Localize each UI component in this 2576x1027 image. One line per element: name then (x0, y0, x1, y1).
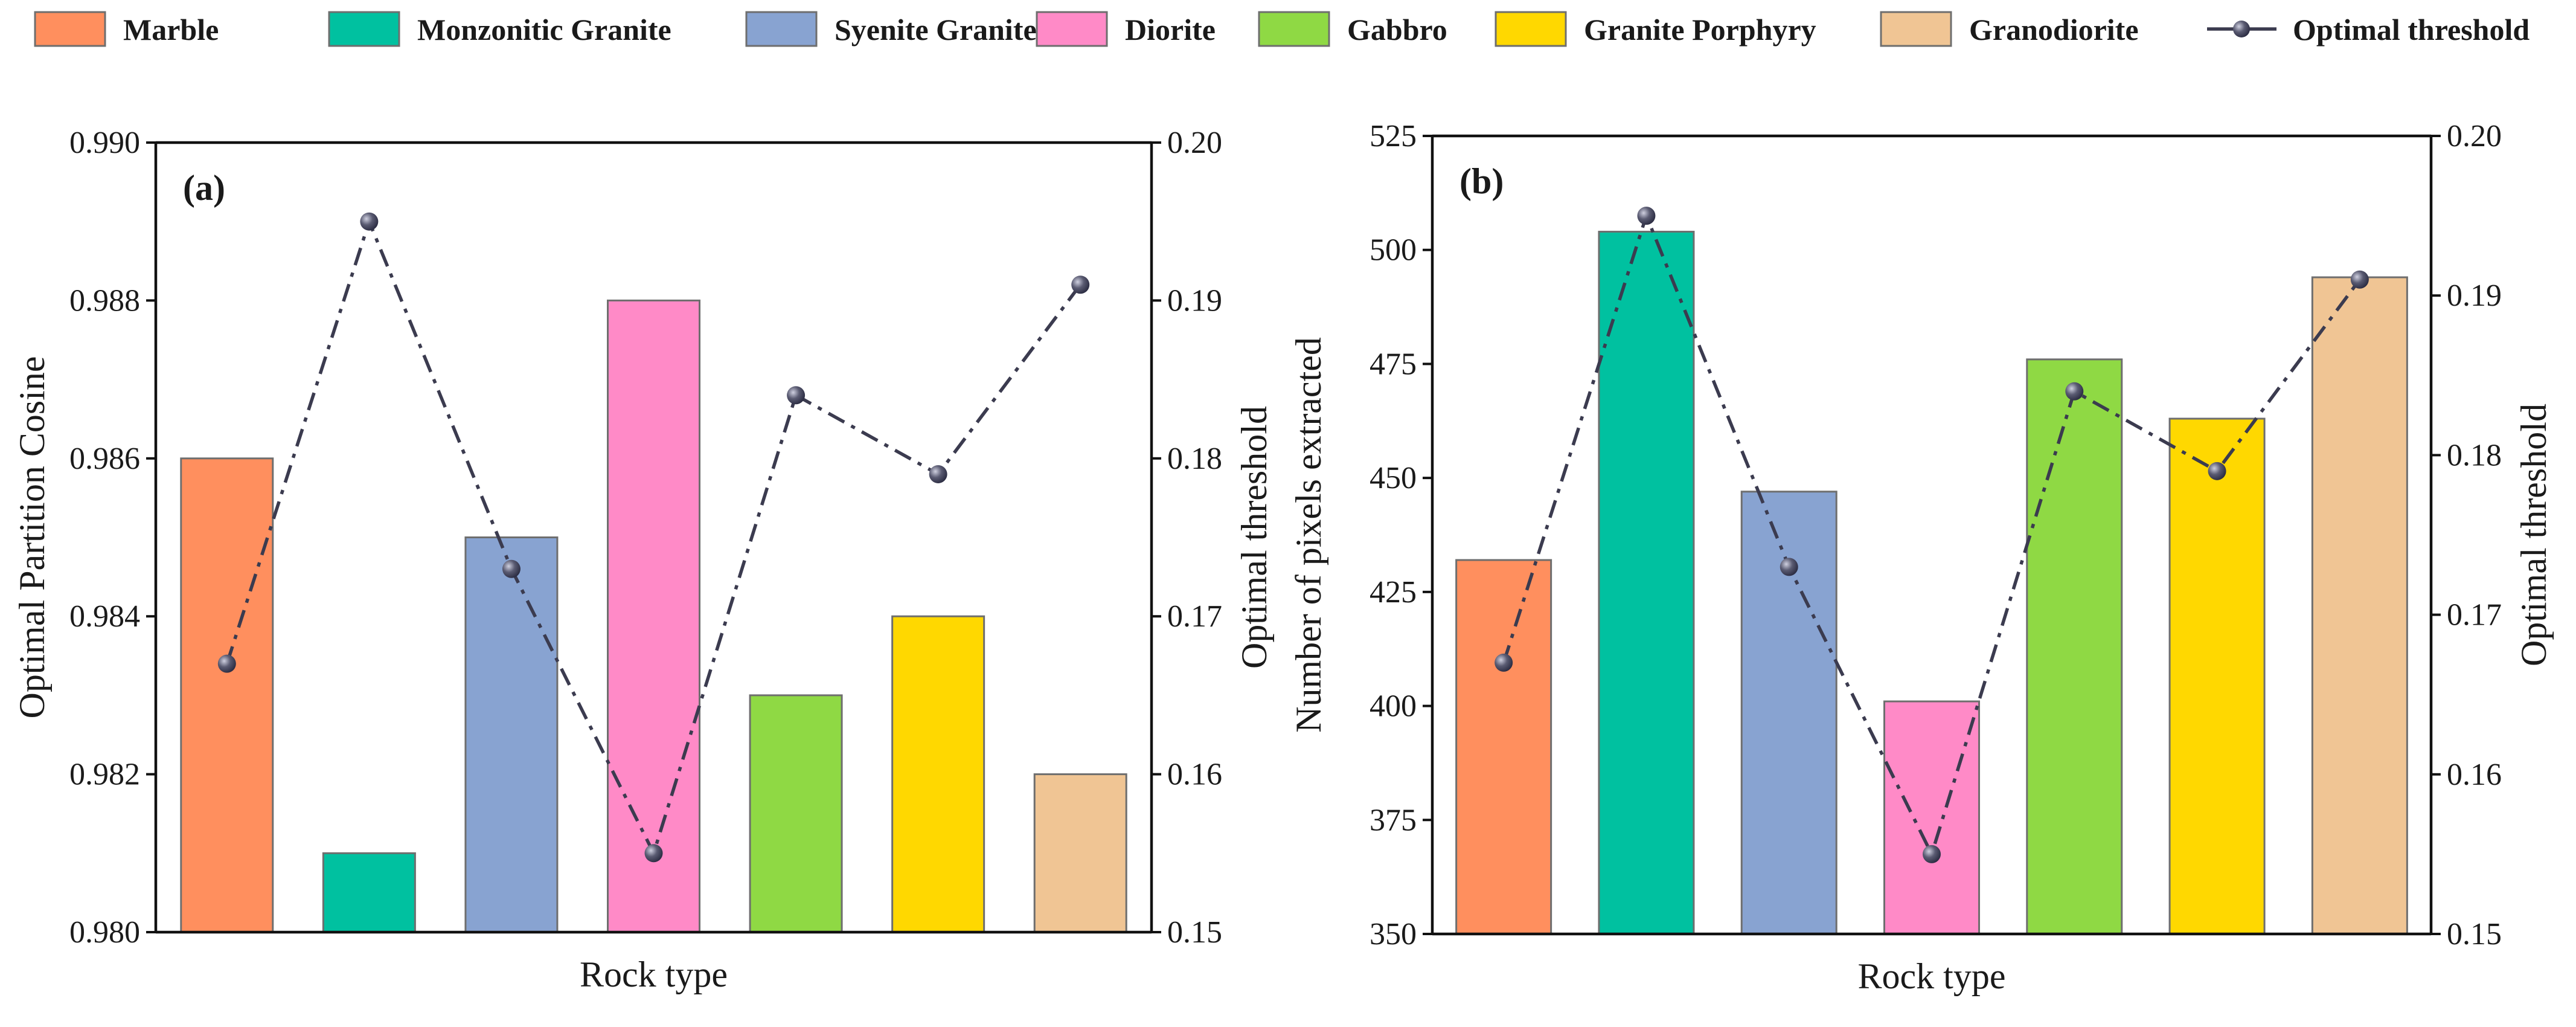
panel-a-y2label: Optimal threshold (1234, 406, 1274, 669)
y-tick-label: 525 (1370, 119, 1417, 153)
y-tick-label: 475 (1370, 347, 1417, 381)
panel-a: (a) Rock type Optimal Partition Cosine O… (12, 126, 1274, 994)
threshold-point (2350, 270, 2369, 289)
bar-granite-porphyry (891, 615, 985, 933)
y2-tick-label: 0.16 (1167, 758, 1222, 792)
panel-b-label: (b) (1459, 161, 1504, 201)
legend-swatch (1036, 11, 1108, 47)
legend-label: Marble (123, 13, 219, 47)
y2-tick-label: 0.17 (1167, 599, 1222, 634)
y2-tick-label: 0.16 (2447, 758, 2502, 792)
bar-granodiorite (1033, 773, 1127, 933)
panel-b-ylabel: Number of pixels extracted (1289, 337, 1328, 733)
y2-tick-label: 0.18 (2447, 438, 2502, 472)
bar-granite-porphyry (2168, 417, 2266, 935)
legend-label: Granodiorite (1969, 13, 2139, 47)
y-tick-label: 400 (1370, 689, 1417, 724)
y2-tick-label: 0.15 (2447, 917, 2502, 951)
bar-diorite (607, 299, 700, 933)
threshold-point (1495, 653, 1513, 672)
y-tick-label: 0.980 (69, 915, 140, 950)
y-tick-label: 500 (1370, 233, 1417, 268)
y-tick-label: 0.984 (69, 599, 140, 634)
legend-swatch (328, 11, 400, 47)
legend-threshold-marker-icon (2233, 21, 2250, 37)
legend-threshold-label: Optimal threshold (2293, 13, 2530, 47)
threshold-point (787, 386, 806, 405)
y2-tick-label: 0.17 (2447, 598, 2502, 633)
panel-a-ylabel: Optimal Partition Cosine (12, 356, 52, 719)
y2-tick-label: 0.20 (2447, 119, 2502, 153)
y-tick-label: 0.990 (69, 126, 140, 160)
threshold-point (2208, 462, 2226, 480)
panel-b-y2label: Optimal threshold (2514, 404, 2554, 666)
threshold-point (360, 212, 379, 231)
bar-marble (1455, 559, 1552, 935)
y-tick-label: 425 (1370, 575, 1417, 610)
y-tick-label: 350 (1370, 917, 1417, 951)
legend-swatch (1880, 11, 1952, 47)
bar-gabbro (749, 694, 843, 933)
bar-syenite-granite (464, 536, 559, 933)
legend-label: Monzonitic Granite (417, 13, 671, 47)
panel-b: (b) Rock type Number of pixels extracted… (1289, 119, 2554, 996)
threshold-point (644, 844, 663, 863)
legend-label: Granite Porphyry (1584, 13, 1816, 47)
y2-tick-label: 0.18 (1167, 442, 1222, 476)
y2-tick-label: 0.20 (1167, 126, 1222, 160)
legend-swatch (745, 11, 818, 47)
legend: Marble Monzonitic Granite Syenite Granite D… (34, 11, 2530, 47)
threshold-point (1923, 845, 1941, 863)
y2-tick-label: 0.19 (1167, 283, 1222, 318)
legend-swatch (1258, 11, 1330, 47)
threshold-point (1637, 207, 1656, 225)
threshold-point (929, 465, 947, 483)
legend-swatch (34, 11, 106, 47)
y2-tick-label: 0.15 (1167, 915, 1222, 950)
bars (180, 299, 1127, 933)
threshold-point (502, 559, 521, 578)
threshold-point (1071, 275, 1090, 294)
legend-label: Diorite (1125, 13, 1216, 47)
bar-diorite (1883, 700, 1980, 935)
legend-label: Gabbro (1347, 13, 1447, 47)
y-tick-label: 0.986 (69, 442, 140, 476)
y2-tick-label: 0.19 (2447, 278, 2502, 313)
y-tick-label: 0.988 (69, 283, 140, 318)
threshold-point (1780, 558, 1798, 576)
legend-swatch (1495, 11, 1567, 47)
threshold-point (2065, 382, 2084, 401)
panel-a-label: (a) (183, 168, 225, 208)
bar-marble (180, 457, 274, 933)
y-tick-label: 450 (1370, 461, 1417, 495)
panel-b-xlabel: Rock type (1858, 956, 2006, 996)
y-tick-label: 375 (1370, 803, 1417, 837)
bar-monzonitic-granite (1598, 231, 1695, 935)
bar-monzonitic-granite (322, 852, 416, 933)
bar-gabbro (2026, 358, 2123, 935)
panel-a-xlabel: Rock type (580, 955, 728, 994)
y-tick-label: 0.982 (69, 758, 140, 792)
legend-label: Syenite Granite (835, 13, 1037, 47)
bar-granodiorite (2311, 276, 2408, 935)
threshold-point (217, 654, 236, 673)
bars (1455, 231, 2408, 935)
